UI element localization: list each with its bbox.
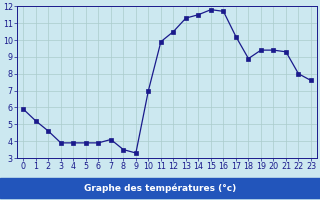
Text: Graphe des températures (°c): Graphe des températures (°c) [84, 183, 236, 193]
